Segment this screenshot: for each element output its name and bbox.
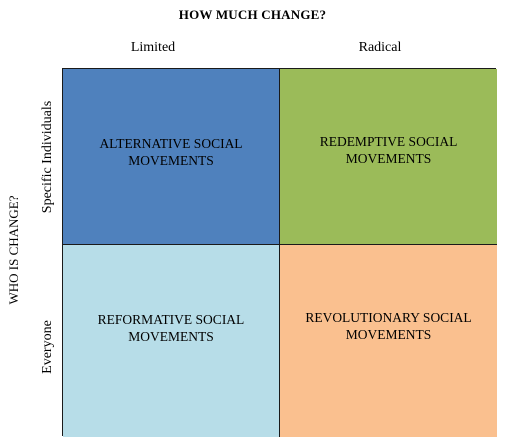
quadrant-grid: ALTERNATIVE SOCIAL MOVEMENTS REDEMPTIVE … xyxy=(62,68,497,437)
row-label-everyone: Everyone xyxy=(40,320,55,374)
quadrant-revolutionary-label: REVOLUTIONARY SOCIAL MOVEMENTS xyxy=(305,310,472,342)
y-axis-title: WHO IS CHANGE? xyxy=(6,195,21,305)
quadrant-reformative: REFORMATIVE SOCIAL MOVEMENTS xyxy=(63,245,280,437)
quadrant-alternative: ALTERNATIVE SOCIAL MOVEMENTS xyxy=(63,69,280,245)
quadrant-reformative-label: REFORMATIVE SOCIAL MOVEMENTS xyxy=(97,312,245,344)
quadrant-redemptive: REDEMPTIVE SOCIAL MOVEMENTS xyxy=(280,69,497,245)
quadrant-revolutionary: REVOLUTIONARY SOCIAL MOVEMENTS xyxy=(280,245,497,437)
diagram-title: HOW MUCH CHANGE? xyxy=(178,7,327,22)
quadrant-redemptive-label: REDEMPTIVE SOCIAL MOVEMENTS xyxy=(319,134,458,166)
row-label-specific-individuals: Specific Individuals xyxy=(40,100,55,214)
quadrant-alternative-label: ALTERNATIVE SOCIAL MOVEMENTS xyxy=(99,136,243,168)
column-label-radical: Radical xyxy=(358,40,402,55)
column-label-limited: Limited xyxy=(130,40,176,55)
